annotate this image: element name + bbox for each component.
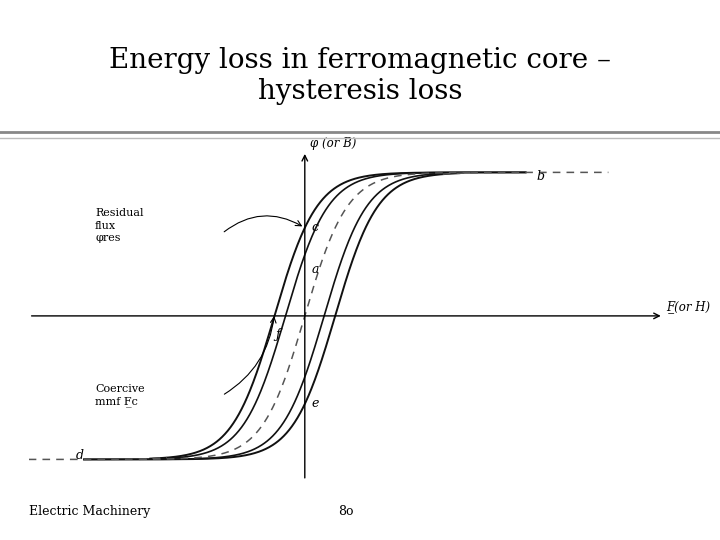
Text: Coercive
mmf F̲c: Coercive mmf F̲c	[95, 384, 145, 407]
Text: b: b	[536, 170, 544, 183]
Text: F̲(or H): F̲(or H)	[667, 300, 711, 313]
Text: e: e	[312, 397, 319, 410]
Text: d: d	[76, 449, 84, 462]
Text: c: c	[312, 221, 318, 234]
Text: ƒ: ƒ	[275, 328, 279, 341]
Text: Energy loss in ferromagnetic core –
hysteresis loss: Energy loss in ferromagnetic core – hyst…	[109, 46, 611, 105]
Text: Residual
flux
φres: Residual flux φres	[95, 208, 143, 243]
Text: 8o: 8o	[338, 505, 354, 518]
Text: φ (or B): φ (or B)	[310, 137, 356, 150]
Text: Electric Machinery: Electric Machinery	[29, 505, 150, 518]
Text: a: a	[312, 263, 319, 276]
